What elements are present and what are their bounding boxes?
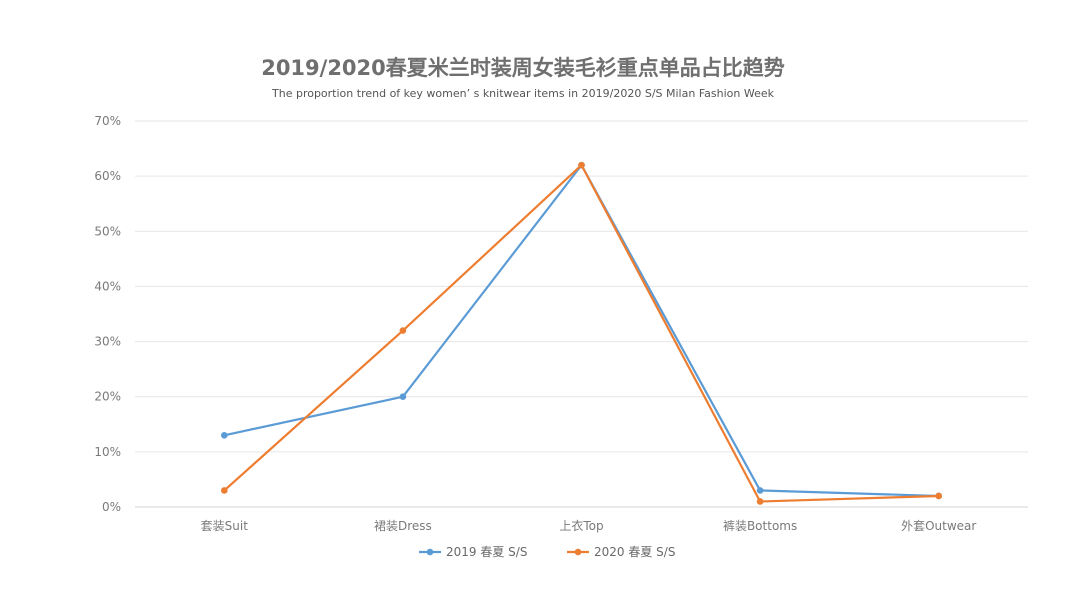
series-line-1 — [223, 164, 939, 503]
data-point — [221, 432, 228, 439]
y-tick-label: 10% — [94, 445, 121, 459]
chart-title: 2019/2020春夏米兰时装周女装毛衫重点单品占比趋势 — [261, 56, 785, 80]
y-tick-label: 40% — [94, 279, 121, 293]
x-tick-label: 套装Suit — [201, 519, 249, 533]
data-point — [221, 487, 228, 494]
data-point — [578, 161, 585, 169]
gridlines — [135, 120, 1028, 508]
data-point — [756, 487, 764, 494]
x-tick-label: 外套Outwear — [901, 519, 976, 533]
legend-swatch-marker — [426, 548, 434, 556]
y-tick-label: 70% — [94, 114, 121, 128]
y-tick-label: 60% — [94, 169, 121, 183]
data-point — [935, 492, 942, 500]
chart-subtitle: The proportion trend of key women’ s kni… — [271, 87, 775, 100]
data-point — [399, 327, 407, 334]
data-point — [399, 393, 407, 401]
series-lines — [221, 161, 942, 505]
series-line-0 — [224, 164, 939, 498]
y-tick-label: 30% — [94, 335, 121, 349]
y-tick-label: 20% — [94, 390, 121, 404]
y-axis-ticks: 0% 10% 20% 30% 40% 50% 60% 70% — [94, 114, 121, 514]
data-point — [756, 498, 764, 505]
legend-label: 2019 春夏 S/S — [446, 545, 527, 559]
legend: 2019 春夏 S/S 2020 春夏 S/S — [419, 545, 675, 559]
y-tick-label: 0% — [102, 500, 121, 514]
x-tick-label: 裤装Bottoms — [723, 519, 797, 533]
legend-swatch-marker — [574, 548, 582, 556]
y-tick-label: 50% — [94, 224, 121, 238]
x-axis-ticks: 套装Suit 裙装Dress 上衣Top 裤装Bottoms 外套Outwear — [201, 518, 977, 533]
x-tick-label: 上衣Top — [559, 518, 603, 533]
legend-label: 2020 春夏 S/S — [594, 545, 675, 559]
x-tick-label: 裙装Dress — [374, 519, 432, 533]
